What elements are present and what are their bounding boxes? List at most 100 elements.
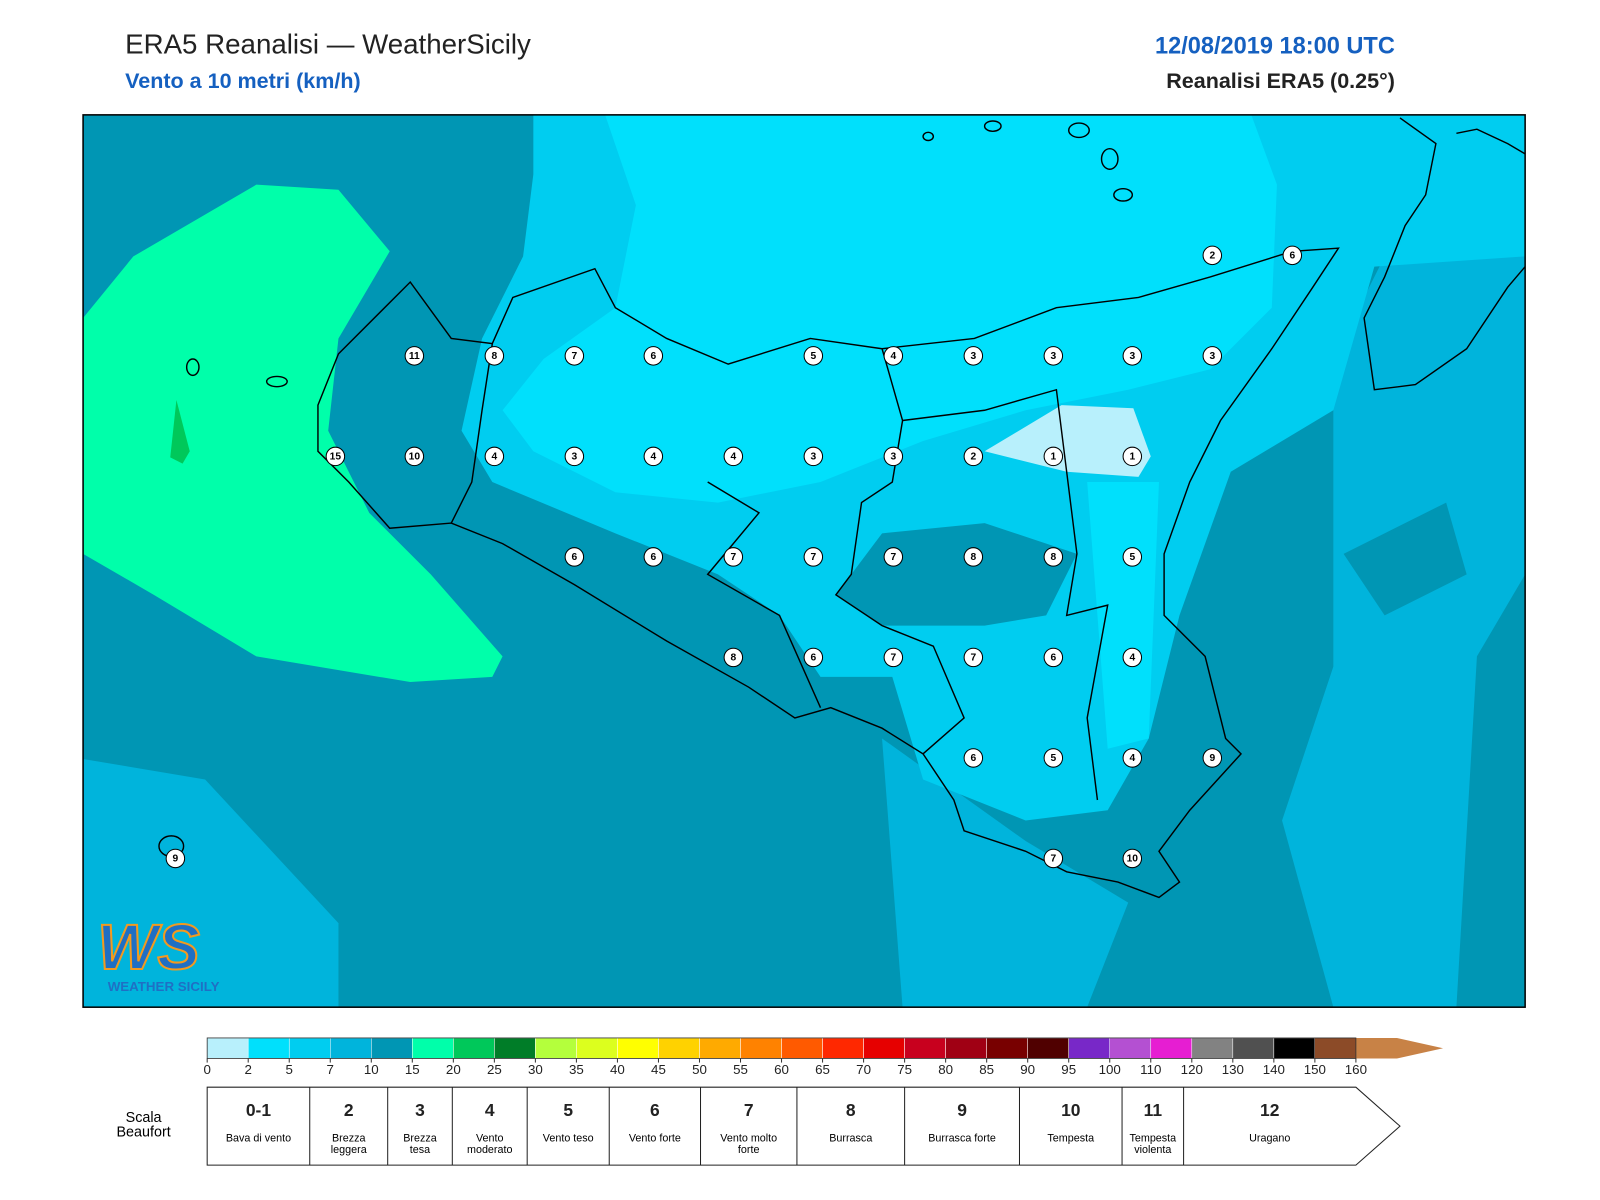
station-value: 5 [1129, 552, 1135, 563]
wind-area [1343, 502, 1467, 616]
station-value: 8 [492, 351, 498, 362]
colorbar-swatch [781, 1037, 823, 1059]
colorbar-tick-label: 80 [938, 1062, 953, 1077]
beaufort-force: 12 [1260, 1100, 1279, 1120]
beaufort-label-text: Brezza leggera [330, 1133, 367, 1156]
station-marker [723, 647, 744, 668]
colorbar-swatch [206, 1037, 249, 1059]
station-marker [1202, 346, 1223, 366]
station-marker [643, 547, 664, 567]
station-value: 10 [1127, 853, 1139, 864]
beaufort-label: Brezza tesa [403, 1133, 437, 1154]
station-marker [1122, 446, 1143, 467]
station: 7 [883, 547, 904, 567]
station-marker [1043, 748, 1064, 768]
station-marker [803, 647, 824, 668]
colorbar-tick-label: 160 [1345, 1062, 1367, 1077]
station: 4 [723, 446, 744, 467]
station-marker [883, 446, 904, 467]
station-value: 4 [1129, 652, 1135, 663]
colorbar-swatch [535, 1037, 577, 1059]
colorbar-swatch [699, 1037, 741, 1059]
beaufort-force: 9 [957, 1100, 967, 1120]
station-marker [1122, 748, 1143, 768]
station-value: 6 [1050, 652, 1056, 663]
station: 4 [1122, 748, 1143, 768]
colorbar-tick-label: 120 [1181, 1062, 1203, 1077]
station: 4 [1122, 647, 1143, 668]
beaufort-label: Tempesta [1047, 1133, 1094, 1143]
beaufort-frame [206, 1086, 1401, 1166]
station-value: 7 [730, 552, 736, 563]
station-marker [963, 647, 984, 668]
station-value: 6 [650, 351, 656, 362]
colorbar-swatch [1027, 1037, 1069, 1059]
island [983, 120, 1002, 132]
station-value: 3 [572, 451, 578, 462]
station-marker [963, 346, 984, 366]
island [185, 358, 200, 377]
station-marker [723, 547, 744, 567]
station-value: 5 [1050, 753, 1056, 764]
station-marker [643, 446, 664, 467]
colorbar-swatch [412, 1037, 454, 1059]
colorbar-swatch [904, 1037, 946, 1059]
station-value: 7 [970, 652, 976, 663]
colorbar-tick-label: 100 [1099, 1062, 1121, 1077]
station-value: 4 [890, 351, 896, 362]
station-marker [564, 446, 585, 467]
station-marker [1122, 647, 1143, 668]
colorbar-tick-label: 0 [203, 1062, 210, 1077]
colorbar-tick-label: 2 [244, 1062, 251, 1077]
island [922, 131, 935, 142]
station-value: 4 [730, 451, 736, 462]
station-value: 8 [1050, 552, 1056, 563]
datetime: 12/08/2019 18:00 UTC [1155, 32, 1395, 58]
colorbar-tick-label: 75 [897, 1062, 912, 1077]
colorbar-tick-label: 95 [1061, 1062, 1076, 1077]
wind-area [83, 184, 503, 683]
station-value: 2 [970, 451, 976, 462]
colorbar-tick-label: 70 [856, 1062, 871, 1077]
colorbar-swatch [1355, 1037, 1444, 1059]
beaufort-force: 11 [1144, 1100, 1163, 1120]
wind-area [984, 405, 1151, 477]
beaufort-force: 5 [563, 1100, 573, 1120]
wind-arrow [170, 400, 190, 464]
station-marker [1202, 748, 1223, 768]
wind-area [1282, 205, 1526, 1008]
colorbar-tick-label: 55 [733, 1062, 748, 1077]
station: 8 [484, 346, 505, 366]
station: 3 [883, 446, 904, 467]
station-value: 1 [1129, 451, 1135, 462]
station: 5 [803, 346, 824, 366]
colorbar-swatch [1068, 1037, 1110, 1059]
station: 7 [1043, 848, 1064, 869]
colorbar-tick-label: 35 [569, 1062, 584, 1077]
beaufort-force: 2 [344, 1100, 354, 1120]
colorbar-swatch [986, 1037, 1028, 1059]
station-marker [1043, 446, 1064, 467]
station-value: 8 [970, 552, 976, 563]
beaufort-label-text: Burrasca forte [928, 1133, 996, 1145]
station-value: 6 [650, 552, 656, 563]
island [1100, 147, 1119, 170]
map-frame [82, 114, 1526, 1008]
station: 4 [883, 346, 904, 366]
beaufort-label-text: Vento moderato [466, 1133, 513, 1156]
station-marker [484, 346, 505, 366]
station-marker [564, 346, 585, 366]
station-value: 3 [1129, 351, 1135, 362]
beaufort-label-text: Tempesta violenta [1129, 1133, 1177, 1156]
station: 1 [1043, 446, 1064, 467]
beaufort-label: Bava di vento [226, 1133, 291, 1143]
station-marker [963, 547, 984, 567]
colorbar-swatch [617, 1037, 659, 1059]
colorbar-tick-label: 20 [446, 1062, 461, 1077]
station-value: 11 [409, 351, 420, 362]
province-border [450, 343, 494, 524]
station-value: 6 [810, 652, 816, 663]
station-marker [963, 748, 984, 768]
colorbar-tick-label: 90 [1020, 1062, 1035, 1077]
station: 6 [1282, 245, 1303, 266]
